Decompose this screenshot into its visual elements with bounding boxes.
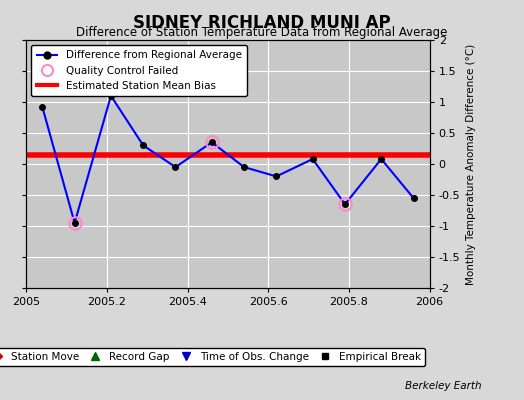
Text: SIDNEY RICHLAND MUNI AP: SIDNEY RICHLAND MUNI AP (133, 14, 391, 32)
Text: Berkeley Earth: Berkeley Earth (406, 381, 482, 391)
Legend: Station Move, Record Gap, Time of Obs. Change, Empirical Break: Station Move, Record Gap, Time of Obs. C… (0, 348, 425, 366)
Text: Difference of Station Temperature Data from Regional Average: Difference of Station Temperature Data f… (77, 26, 447, 39)
Y-axis label: Monthly Temperature Anomaly Difference (°C): Monthly Temperature Anomaly Difference (… (466, 43, 476, 285)
